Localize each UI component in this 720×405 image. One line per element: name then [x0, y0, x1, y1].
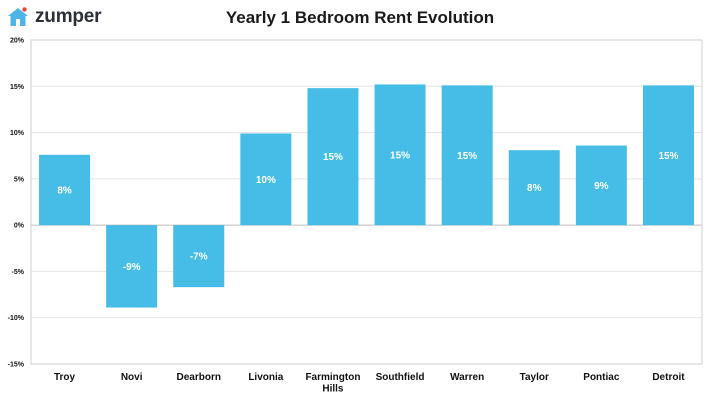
bar-layer: [39, 84, 694, 308]
x-tick-label-line: Dearborn: [177, 372, 221, 383]
logo-text: zumper: [35, 6, 102, 27]
bar: [173, 225, 225, 288]
zumper-logo: zumper: [6, 3, 102, 31]
y-tick-label: 0%: [14, 223, 25, 230]
x-tick-label-line: Warren: [450, 372, 484, 383]
x-tick-label-line: Taylor: [520, 372, 549, 383]
x-tick-label: Pontiac: [583, 372, 620, 383]
x-tick-label-line: Livonia: [248, 372, 283, 383]
house-logo-icon: [8, 7, 28, 26]
bar: [307, 88, 359, 226]
x-tick-label: Dearborn: [177, 372, 221, 383]
x-tick-label-line: Detroit: [652, 372, 685, 383]
y-tick-label: 15%: [10, 84, 25, 91]
data-label: 8%: [57, 185, 72, 196]
x-tick-label-line: Southfield: [376, 372, 425, 383]
data-label: 9%: [594, 181, 609, 192]
y-tick-label: 10%: [10, 130, 25, 137]
bar: [39, 154, 91, 226]
x-tick-label-line: Novi: [121, 372, 143, 383]
x-tick-label-line: Farmington: [305, 372, 360, 383]
plot-frame: [30, 39, 703, 365]
x-tick-label: Troy: [54, 372, 76, 383]
x-tick-label-line: Hills: [322, 384, 344, 395]
data-label: 15%: [390, 150, 410, 161]
bar: [575, 145, 627, 226]
x-tick-label: Taylor: [520, 372, 549, 383]
data-label: 15%: [457, 151, 477, 162]
data-label: 10%: [256, 175, 276, 186]
y-tick-label: -15%: [8, 362, 25, 369]
data-label: 15%: [658, 151, 678, 162]
y-tick-label: -5%: [12, 269, 25, 276]
data-label: -7%: [190, 252, 208, 263]
x-tick-label: Detroit: [652, 372, 685, 383]
bar: [441, 85, 493, 226]
x-tick-label: Novi: [121, 372, 143, 383]
x-tick-label-line: Troy: [54, 372, 76, 383]
x-tick-label: Warren: [450, 372, 484, 383]
x-tick-label: Farmington Hills: [305, 372, 360, 395]
data-label: 8%: [527, 183, 542, 194]
bar: [642, 85, 694, 226]
y-tick-label: 5%: [14, 176, 25, 183]
y-tick-label: 20%: [10, 38, 25, 45]
x-tick-label: Livonia: [248, 372, 283, 383]
bar: [508, 150, 560, 226]
bar: [106, 225, 158, 308]
x-tick-label-line: Pontiac: [583, 372, 620, 383]
bar: [374, 84, 426, 226]
y-tick-label: -10%: [8, 315, 25, 322]
x-tick-label: Southfield: [376, 372, 425, 383]
chart-title: Yearly 1 Bedroom Rent Evolution: [225, 8, 495, 27]
bar: [240, 133, 292, 226]
label-layer: 8% -9% -7% 10% 15% 15% 15% 8% 9% 15%: [57, 150, 678, 273]
data-label: 15%: [323, 152, 343, 163]
data-label: -9%: [123, 262, 141, 273]
axis-layer: 20% 15% 10% 5% 0% -5% -10% -15% Troy Novi Dearborn…: [8, 38, 703, 395]
